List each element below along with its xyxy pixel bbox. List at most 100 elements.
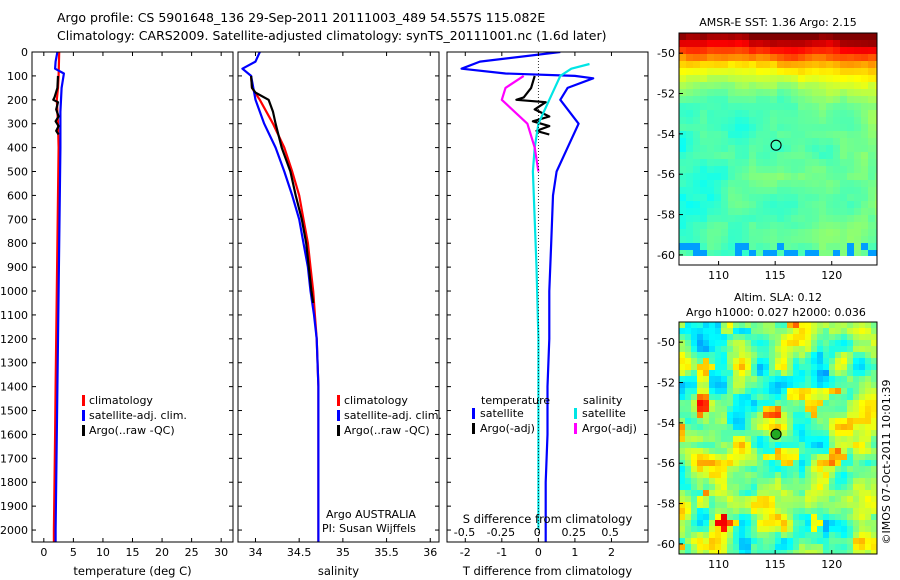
depth-tick-label: 2000 [0, 524, 28, 537]
sla-map-frame [678, 321, 878, 555]
diff-legend-swatch [472, 408, 475, 419]
depth-tick-label: 100 [7, 70, 28, 83]
depth-tick-label: 400 [7, 142, 28, 155]
temperature-legend-label: Argo(..raw -QC) [89, 424, 175, 437]
sla-lon-tick-label: 110 [708, 558, 729, 571]
sst-lon-tick-label: 115 [765, 269, 786, 282]
sst-lat-tick-label: -58 [657, 209, 675, 222]
salinity-legend-label: satellite-adj. clim. [344, 409, 442, 422]
sla-lon-tick-label: 120 [821, 558, 842, 571]
temperature-xtick-label: 0 [40, 546, 47, 559]
diff-legend-label: satellite [480, 407, 524, 420]
sst-heatmap [679, 33, 877, 265]
argo-program-label: Argo AUSTRALIA [326, 508, 416, 521]
imos-credit-label: ©IMOS 07-Oct-2011 10:01:39 [880, 379, 893, 544]
sla-lon-tick-label: 115 [765, 558, 786, 571]
sla-map-title-line1: Altim. SLA: 0.12 [734, 291, 822, 304]
sla-lat-tick-label: -52 [657, 377, 675, 390]
depth-tick-label: 0 [21, 46, 28, 59]
difference-series-3 [500, 74, 540, 172]
temperature-legend-swatch [82, 410, 85, 421]
depth-tick-label: 900 [7, 261, 28, 274]
temperature-legend-swatch [82, 425, 85, 436]
salinity-series-2 [250, 75, 315, 304]
salinity-legend-label: Argo(..raw -QC) [344, 424, 430, 437]
sla-lat-tick-label: -54 [657, 417, 675, 430]
difference-series-0 [460, 52, 595, 542]
temperature-xtick-label: 5 [70, 546, 77, 559]
figure-title-line2: Climatology: CARS2009. Satellite-adjuste… [57, 28, 607, 43]
sst-map-title: AMSR-E SST: 1.36 Argo: 2.15 [699, 16, 857, 29]
sla-lat-tick-label: -60 [657, 538, 675, 551]
sdiff-tick-label: 0.25 [561, 526, 586, 539]
depth-tick-label: 1600 [0, 428, 28, 441]
depth-tick-label: 200 [7, 94, 28, 107]
salinity-series-0 [250, 75, 320, 542]
sdiff-tick-label: -0.5 [454, 526, 475, 539]
temperature-xtick-label: 20 [155, 546, 169, 559]
salinity-xtick-label: 35.5 [374, 546, 399, 559]
salinity-series-1 [241, 52, 320, 542]
difference-xtick-label: -2 [460, 546, 471, 559]
temperature-legend-label: satellite-adj. clim. [89, 409, 187, 422]
diff-legend-swatch [574, 423, 577, 434]
sst-map-frame [678, 32, 878, 266]
temperature-xtick-label: 15 [126, 546, 140, 559]
salinity-legend-swatch [337, 425, 340, 436]
sst-land-mask [679, 256, 877, 265]
difference-xtick-label: 1 [571, 546, 578, 559]
sla-lat-tick-label: -56 [657, 457, 675, 470]
salinity-xtick-label: 34.5 [287, 546, 312, 559]
difference-series-1 [515, 75, 551, 136]
sst-lat-tick-label: -60 [657, 249, 675, 262]
diff-legend-label: Argo(-adj) [582, 422, 637, 435]
depth-tick-label: 600 [7, 189, 28, 202]
sst-lat-tick-label: -52 [657, 88, 675, 101]
sst-argo-location-marker [770, 139, 782, 151]
difference-xtick-label: 2 [608, 546, 615, 559]
sst-lon-tick-label: 110 [708, 269, 729, 282]
sla-argo-location-marker [770, 428, 782, 440]
salinity-legend-swatch [337, 410, 340, 421]
depth-tick-label: 1800 [0, 476, 28, 489]
salinity-xtick-label: 35 [336, 546, 350, 559]
sdiff-tick-label: 0.5 [601, 526, 619, 539]
depth-tick-label: 1500 [0, 405, 28, 418]
temperature-series-1 [53, 52, 66, 542]
sla-lat-tick-label: -58 [657, 498, 675, 511]
diff-legend-temperature-title: temperature [481, 394, 550, 407]
temperature-xlabel: temperature (deg C) [73, 564, 191, 578]
sla-map-title-line2: Argo h1000: 0.027 h2000: 0.036 [686, 306, 866, 319]
depth-tick-label: 1400 [0, 381, 28, 394]
salinity-legend-swatch [337, 395, 340, 406]
diff-legend-label: Argo(-adj) [480, 422, 535, 435]
pi-label: PI: Susan Wijffels [322, 522, 416, 535]
depth-tick-label: 1200 [0, 333, 28, 346]
salinity-xlabel: salinity [318, 564, 359, 578]
sdiff-tick-label: 0 [534, 526, 541, 539]
difference-series-2 [531, 62, 590, 530]
sst-lat-tick-label: -54 [657, 128, 675, 141]
depth-tick-label: 700 [7, 213, 28, 226]
depth-tick-label: 1900 [0, 500, 28, 513]
salinity-xtick-label: 36 [423, 546, 437, 559]
difference-axes-frame [446, 51, 649, 543]
difference-xtick-label: -1 [496, 546, 507, 559]
salinity-axes-frame [237, 51, 440, 543]
depth-tick-label: 1300 [0, 357, 28, 370]
sst-lat-tick-label: -50 [657, 47, 675, 60]
sdiff-axis-label: S difference from climatology [463, 512, 633, 526]
diff-legend-swatch [574, 408, 577, 419]
sdiff-tick-label: -0.25 [487, 526, 515, 539]
depth-tick-label: 1000 [0, 285, 28, 298]
depth-tick-label: 800 [7, 237, 28, 250]
figure-title-line1: Argo profile: CS 5901648_136 29-Sep-2011… [57, 10, 546, 25]
sst-lon-tick-label: 120 [821, 269, 842, 282]
temperature-legend-swatch [82, 395, 85, 406]
salinity-legend-label: climatology [344, 394, 408, 407]
sst-lat-tick-label: -56 [657, 168, 675, 181]
temperature-xtick-label: 30 [214, 546, 228, 559]
depth-tick-label: 1700 [0, 452, 28, 465]
difference-xtick-label: 0 [535, 546, 542, 559]
